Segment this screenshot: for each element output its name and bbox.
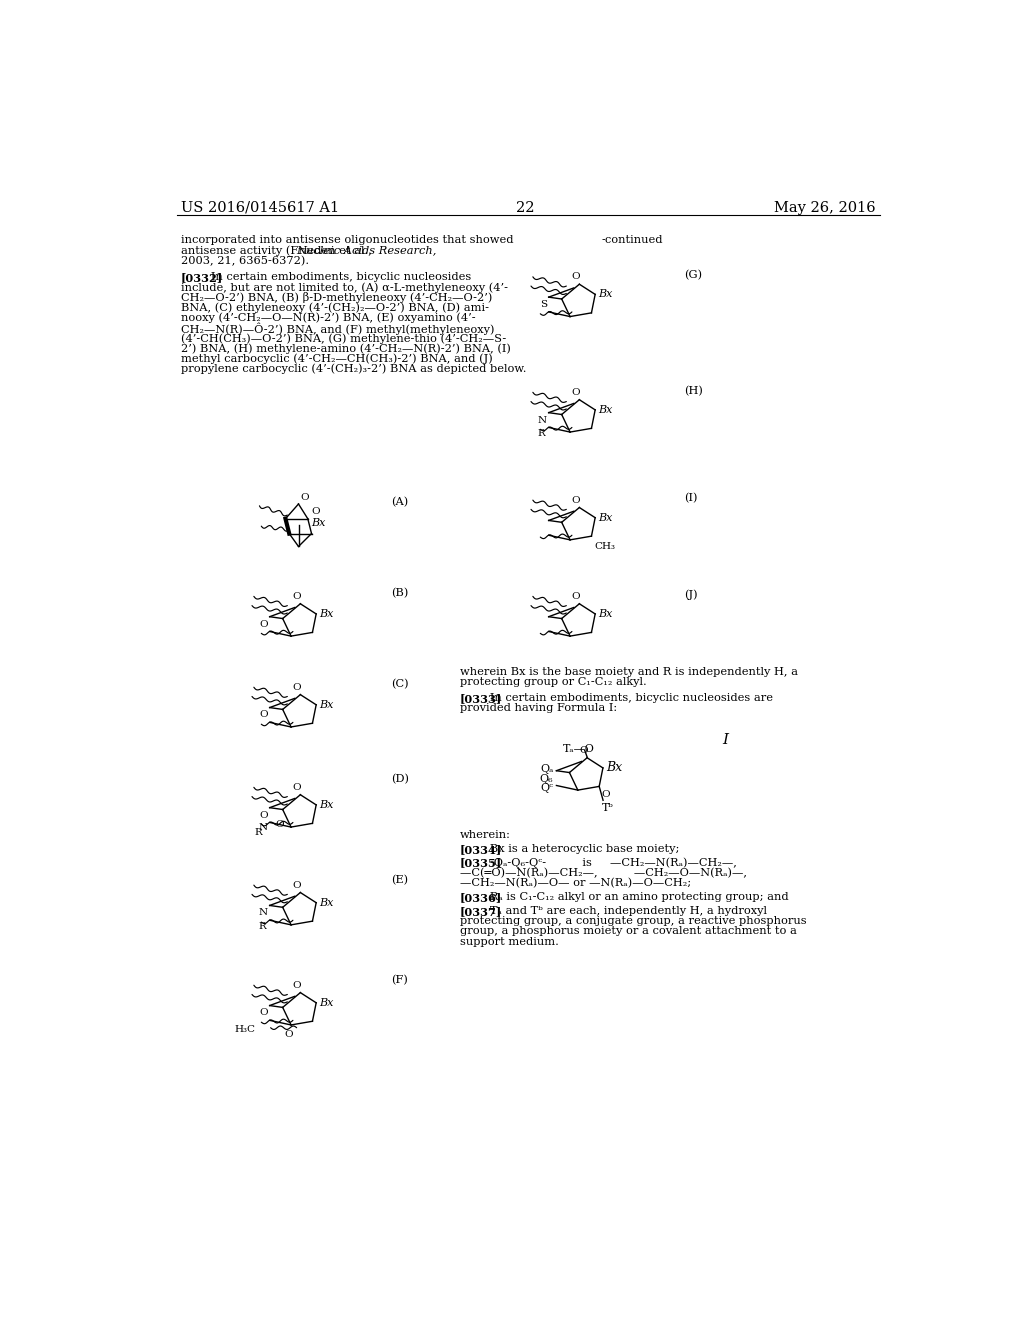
Text: (I): (I) [684,494,698,504]
Text: [0333]: [0333] [460,693,502,704]
Text: O: O [571,496,580,504]
Text: incorporated into antisense oligonucleotides that showed: incorporated into antisense oligonucleot… [180,235,513,246]
Text: Bx: Bx [311,517,326,528]
Text: Bx: Bx [319,700,334,710]
Text: O: O [259,619,268,628]
Text: Bx: Bx [319,998,334,1007]
Text: O: O [292,591,301,601]
Text: Tₐ—O: Tₐ—O [563,743,595,754]
Text: (E): (E) [391,874,409,884]
Text: O: O [259,710,268,719]
Text: protecting group or C₁-C₁₂ alkyl.: protecting group or C₁-C₁₂ alkyl. [460,677,646,686]
Text: In certain embodiments, bicyclic nucleosides: In certain embodiments, bicyclic nucleos… [200,272,471,282]
Text: O: O [292,981,301,990]
Text: (J): (J) [684,590,698,601]
Text: 2’) BNA, (H) methylene-amino (4’-CH₂—N(R)-2’) BNA, (I): 2’) BNA, (H) methylene-amino (4’-CH₂—N(R… [180,343,511,354]
Text: R: R [537,429,545,438]
Text: [0334]: [0334] [460,843,502,855]
Text: O: O [285,1030,293,1039]
Text: S: S [540,300,547,309]
Text: O: O [601,789,610,799]
Text: (B): (B) [391,589,409,598]
Text: N: N [259,822,268,832]
Text: H₃C: H₃C [234,1026,256,1034]
Text: Bx: Bx [319,800,334,810]
Text: nooxy (4’-CH₂—O—N(R)-2’) BNA, (E) oxyamino (4’-: nooxy (4’-CH₂—O—N(R)-2’) BNA, (E) oxyami… [180,313,475,323]
Text: Q₆: Q₆ [540,774,553,784]
Text: (G): (G) [684,271,702,280]
Text: Bx: Bx [598,405,612,414]
Text: 22: 22 [515,201,535,215]
Text: [0337]: [0337] [460,906,502,917]
Text: Tᵇ: Tᵇ [601,804,613,813]
Text: O: O [292,682,301,692]
Text: (H): (H) [684,385,703,396]
Text: Bx: Bx [598,289,612,300]
Text: O: O [311,507,319,516]
Text: (C): (C) [391,678,410,689]
Text: In certain embodiments, bicyclic nucleosides are: In certain embodiments, bicyclic nucleos… [479,693,773,702]
Text: Bx is a heterocyclic base moiety;: Bx is a heterocyclic base moiety; [479,843,679,854]
Text: Bx: Bx [598,512,612,523]
Text: propylene carbocyclic (4’-(CH₂)₃-2’) BNA as depicted below.: propylene carbocyclic (4’-(CH₂)₃-2’) BNA… [180,363,526,374]
Text: BNA, (C) ethyleneoxy (4’-(CH₂)₂—O-2’) BNA, (D) ami-: BNA, (C) ethyleneoxy (4’-(CH₂)₂—O-2’) BN… [180,302,488,313]
Text: O: O [259,810,268,820]
Text: O: O [292,783,301,792]
Text: O: O [275,820,285,829]
Text: I: I [722,733,728,747]
Text: -continued: -continued [601,235,663,246]
Text: (F): (F) [391,974,409,985]
Text: O: O [292,880,301,890]
Text: Tₐ and Tᵇ are each, independently H, a hydroxyl: Tₐ and Tᵇ are each, independently H, a h… [479,906,767,916]
Text: (D): (D) [391,775,410,784]
Text: —CH₂—N(Rₐ)—O— or —N(Rₐ)—O—CH₂;: —CH₂—N(Rₐ)—O— or —N(Rₐ)—O—CH₂; [460,878,691,888]
Text: CH₂—O-2’) BNA, (B) β-D-methyleneoxy (4’-CH₂—O-2’): CH₂—O-2’) BNA, (B) β-D-methyleneoxy (4’-… [180,292,493,304]
Text: [0335]: [0335] [460,858,502,869]
Text: CH₃: CH₃ [595,543,615,552]
Text: O: O [571,388,580,397]
Text: O: O [300,494,308,503]
Text: -Qₐ-Q₆-Qᶜ-          is     —CH₂—N(Rₐ)—CH₂—,: -Qₐ-Q₆-Qᶜ- is —CH₂—N(Rₐ)—CH₂—, [479,858,737,869]
Text: O: O [259,1008,268,1018]
Text: group, a phosphorus moiety or a covalent attachment to a: group, a phosphorus moiety or a covalent… [460,927,797,936]
Text: include, but are not limited to, (A) α-L-methyleneoxy (4’-: include, but are not limited to, (A) α-L… [180,282,508,293]
Text: Bx: Bx [598,609,612,619]
Text: Nucleic Acids Research,: Nucleic Acids Research, [296,246,436,256]
Text: R: R [258,923,266,931]
Text: Qᶜ: Qᶜ [541,783,553,793]
Text: [0332]: [0332] [180,272,223,282]
Text: provided having Formula I:: provided having Formula I: [460,704,616,713]
Text: O: O [571,591,580,601]
Text: (A): (A) [391,498,409,507]
Text: support medium.: support medium. [460,937,558,946]
Text: wherein Bx is the base moiety and R is independently H, a: wherein Bx is the base moiety and R is i… [460,667,798,677]
Text: CH₂—N(R)—Ô-2’) BNA, and (F) methyl(methyleneoxy): CH₂—N(R)—Ô-2’) BNA, and (F) methyl(methy… [180,323,495,335]
Text: Bx: Bx [319,898,334,908]
Text: May 26, 2016: May 26, 2016 [774,201,876,215]
Text: [0336]: [0336] [460,892,502,903]
Text: antisense activity (Frieden et al.,: antisense activity (Frieden et al., [180,246,375,256]
Text: protecting group, a conjugate group, a reactive phosphorus: protecting group, a conjugate group, a r… [460,916,806,927]
Text: US 2016/0145617 A1: US 2016/0145617 A1 [180,201,339,215]
Text: Qₐ: Qₐ [540,764,553,774]
Text: O: O [580,746,588,755]
Text: Rₐ is C₁-C₁₂ alkyl or an amino protecting group; and: Rₐ is C₁-C₁₂ alkyl or an amino protectin… [479,892,788,902]
Text: Bx: Bx [319,609,334,619]
Text: N: N [259,908,268,917]
Text: O: O [571,272,580,281]
Text: 2003, 21, 6365-6372).: 2003, 21, 6365-6372). [180,256,309,267]
Text: R: R [254,828,262,837]
Text: —C(═O)—N(Rₐ)—CH₂—,          —CH₂—O—N(Rₐ)—,: —C(═O)—N(Rₐ)—CH₂—, —CH₂—O—N(Rₐ)—, [460,867,746,878]
Text: wherein:: wherein: [460,830,511,840]
Text: (4’-CH(CH₃)—O-2’) BNA, (G) methylene-thio (4’-CH₂—S-: (4’-CH(CH₃)—O-2’) BNA, (G) methylene-thi… [180,333,506,343]
Text: methyl carbocyclic (4’-CH₂—CH(CH₃)-2’) BNA, and (J): methyl carbocyclic (4’-CH₂—CH(CH₃)-2’) B… [180,354,493,364]
Text: Bx: Bx [606,762,623,775]
Text: N: N [538,416,547,425]
